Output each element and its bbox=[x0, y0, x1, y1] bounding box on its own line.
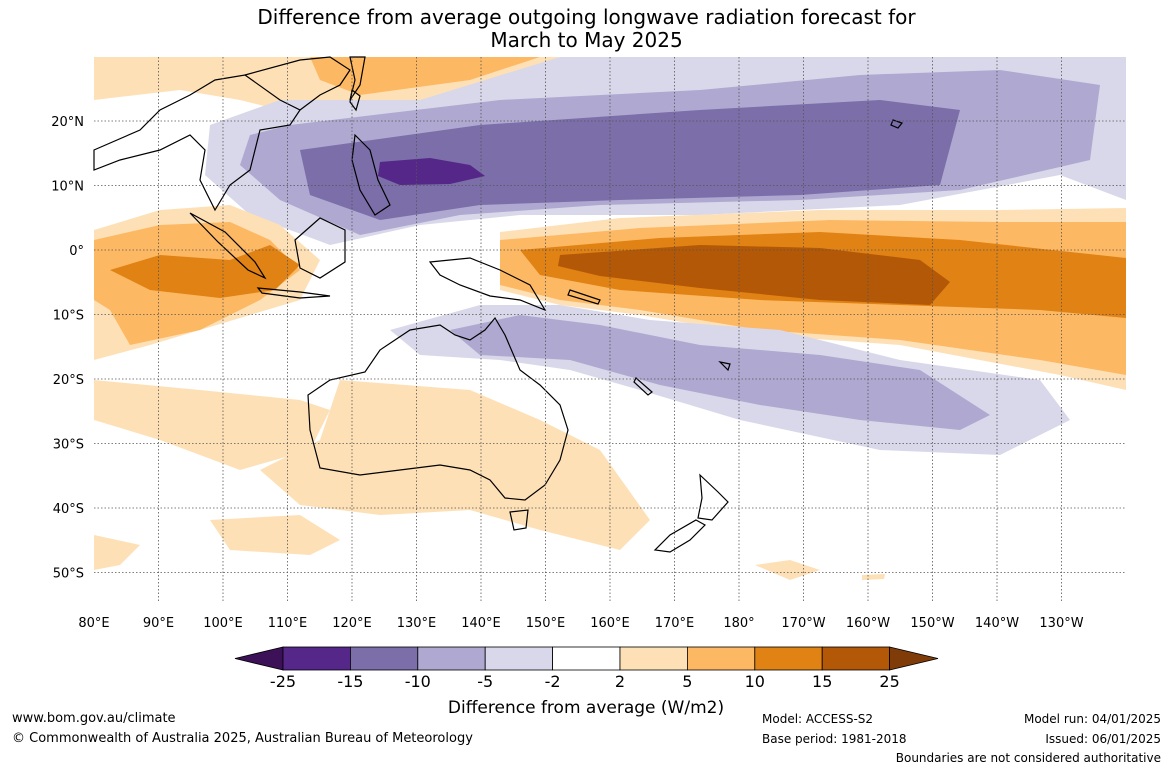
colorbar bbox=[234, 646, 939, 671]
latitude-label: 20°S bbox=[53, 373, 84, 388]
colorbar-tick-label: 15 bbox=[812, 672, 832, 691]
longitude-label: 120°E bbox=[332, 616, 372, 631]
coastline-new-zealand-south bbox=[653, 519, 706, 553]
anomaly-region-dark-orange-indian bbox=[110, 245, 300, 298]
colorbar-segment bbox=[552, 646, 621, 671]
colorbar-tick-label: -25 bbox=[270, 672, 296, 691]
anomaly-region-mid-purple-north bbox=[300, 100, 960, 220]
anomaly-region-light-orange-south-patch-a bbox=[210, 515, 340, 555]
coastline-new-guinea bbox=[428, 257, 547, 312]
coastline-new-caledonia bbox=[633, 377, 653, 396]
latitude-label: 40°S bbox=[53, 502, 84, 517]
footer-website: www.bom.gov.au/climate bbox=[12, 711, 176, 726]
footer-disclaimer: Boundaries are not considered authoritat… bbox=[895, 751, 1161, 765]
anomaly-region-light-orange-south-patch-b bbox=[94, 535, 140, 570]
colorbar-tick-labels: -25 -15 -10 -5 -2 2 5 10 15 25 bbox=[270, 672, 900, 691]
colorbar-tick-label: 5 bbox=[682, 672, 692, 691]
coastline-australia bbox=[307, 316, 569, 501]
colorbar-tick-label: -5 bbox=[477, 672, 493, 691]
longitude-label: 100°E bbox=[203, 616, 243, 631]
anomaly-region-dark-purple bbox=[378, 158, 485, 185]
colorbar-tick-label: -10 bbox=[405, 672, 431, 691]
anomaly-region-light-orange-south-patch-d bbox=[862, 574, 885, 580]
latitude-label: 10°S bbox=[53, 309, 84, 324]
coastline-borneo bbox=[294, 217, 346, 279]
latitude-labels: 20°N 10°N 0° 10°S 20°S 30°S 40°S 50°S bbox=[51, 115, 84, 582]
coastlines bbox=[93, 56, 904, 553]
footer-issued: Issued: 06/01/2025 bbox=[1045, 732, 1161, 746]
longitude-label: 90°E bbox=[143, 616, 174, 631]
coastline-solomons bbox=[567, 289, 601, 305]
colorbar-segment bbox=[754, 646, 823, 671]
anomaly-region-orange-north bbox=[310, 57, 540, 95]
footer-model-run: Model run: 04/01/2025 bbox=[1023, 712, 1161, 726]
colorbar-segment bbox=[619, 646, 688, 671]
colorbar-tick-label: 25 bbox=[879, 672, 899, 691]
coastline-java bbox=[256, 287, 331, 299]
longitude-label: 130°W bbox=[1039, 616, 1083, 631]
colorbar-segment bbox=[349, 646, 419, 671]
colorbar-segment bbox=[821, 646, 891, 671]
coastline-philippines bbox=[351, 133, 391, 216]
anomaly-region-light-purple-south bbox=[450, 315, 990, 430]
longitude-label: 150°E bbox=[526, 616, 566, 631]
coastline-tasmania bbox=[509, 509, 529, 531]
coastline-sumatra bbox=[189, 212, 267, 280]
longitude-label: 130°E bbox=[397, 616, 437, 631]
anomaly-region-light-orange-south-west bbox=[94, 380, 330, 470]
colorbar-tick-label: 2 bbox=[615, 672, 625, 691]
latitude-label: 50°S bbox=[53, 567, 84, 582]
graticule bbox=[94, 57, 1126, 603]
colorbar-segment bbox=[687, 646, 756, 671]
colorbar-title: Difference from average (W/m2) bbox=[448, 698, 724, 718]
colorbar-segment bbox=[417, 646, 486, 671]
footer-copyright: © Commonwealth of Australia 2025, Austra… bbox=[12, 731, 473, 746]
colorbar-arrow-high bbox=[889, 646, 939, 671]
colorbar-segment bbox=[484, 646, 554, 671]
coastline-new-zealand-north bbox=[697, 473, 729, 521]
coastline-japan bbox=[349, 56, 366, 101]
longitude-label: 150°W bbox=[910, 616, 954, 631]
colorbar-tick-label: 10 bbox=[745, 672, 765, 691]
colorbar-tick-label: -2 bbox=[545, 672, 561, 691]
longitude-label: 140°W bbox=[975, 616, 1019, 631]
longitude-label: 170°E bbox=[655, 616, 695, 631]
footer-model: Model: ACCESS-S2 bbox=[762, 712, 874, 726]
colorbar-arrow-low bbox=[234, 646, 284, 671]
anomaly-region-darkest-orange bbox=[558, 245, 950, 305]
chart-title-line-1: Difference from average outgoing longwav… bbox=[257, 5, 916, 29]
footer-base-period: Base period: 1981-2018 bbox=[762, 732, 907, 746]
latitude-label: 0° bbox=[69, 244, 84, 259]
latitude-label: 20°N bbox=[51, 115, 84, 130]
coastline-fiji bbox=[718, 361, 731, 372]
longitude-label: 140°E bbox=[461, 616, 501, 631]
longitude-label: 160°E bbox=[590, 616, 630, 631]
longitude-label: 160°W bbox=[846, 616, 890, 631]
chart-title-line-2: March to May 2025 bbox=[490, 28, 683, 52]
longitude-labels: 80°E 90°E 100°E 110°E 120°E 130°E 140°E 150°E 16… bbox=[78, 616, 1083, 631]
coastline-china-east bbox=[244, 56, 351, 111]
latitude-label: 10°N bbox=[51, 180, 84, 195]
anomaly-region-light-orange-south-centre bbox=[260, 380, 650, 550]
latitude-label: 30°S bbox=[53, 438, 84, 453]
longitude-label: 180° bbox=[723, 616, 754, 631]
colorbar-segment bbox=[282, 646, 351, 671]
coastline-se-asia-mainland bbox=[93, 74, 301, 212]
longitude-label: 80°E bbox=[78, 616, 109, 631]
coastline-hawaii bbox=[890, 119, 904, 129]
longitude-label: 110°E bbox=[268, 616, 308, 631]
longitude-label: 170°W bbox=[781, 616, 825, 631]
colorbar-tick-label: -15 bbox=[337, 672, 363, 691]
anomaly-shading bbox=[94, 57, 1126, 580]
